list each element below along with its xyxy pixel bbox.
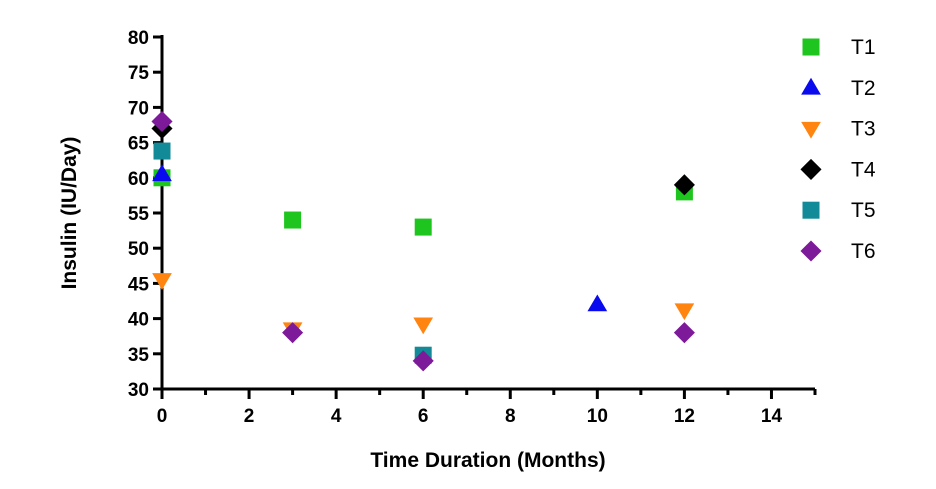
point-t3-0 <box>152 273 172 290</box>
x-tick-label: 10 <box>587 406 608 427</box>
data-points <box>151 110 695 372</box>
legend-marker-t2 <box>801 77 821 95</box>
point-t2-1 <box>587 294 608 312</box>
point-t1-1 <box>284 211 302 229</box>
point-t6-2 <box>412 350 434 372</box>
x-tick-label: 2 <box>244 406 255 427</box>
point-t6-3 <box>673 322 695 344</box>
x-axis-title: Time Duration (Months) <box>370 449 605 472</box>
point-t3-3 <box>674 303 695 321</box>
legend-label-t5: T5 <box>851 199 876 222</box>
legend-label-t4: T4 <box>851 158 876 181</box>
y-tick-label: 45 <box>128 274 150 295</box>
y-tick-label: 40 <box>128 310 149 331</box>
x-tick-label: 0 <box>157 406 168 427</box>
x-tick-label: 4 <box>331 406 342 427</box>
legend-label-t3: T3 <box>851 118 876 141</box>
y-tick-label: 60 <box>128 169 149 190</box>
x-tick-label: 8 <box>505 406 516 427</box>
x-tick-label: 12 <box>674 406 695 427</box>
y-tick-label: 30 <box>128 380 149 401</box>
point-t4-1 <box>673 174 695 196</box>
legend-marker-t5 <box>802 201 820 219</box>
point-t2-0 <box>152 164 172 182</box>
point-t1-2 <box>414 218 432 236</box>
legend-marker-t1 <box>802 38 820 56</box>
point-t6-1 <box>282 322 304 344</box>
legend-label-t1: T1 <box>851 36 876 59</box>
legend-label-t6: T6 <box>851 240 876 263</box>
y-tick-label: 65 <box>128 134 150 155</box>
axes: 30 35 40 45 50 55 60 65 70 75 80 0 2 4 6 8 10 12 14 <box>128 28 817 427</box>
x-tick-label: 14 <box>761 406 783 427</box>
legend: T1 T2 T3 T4 T5 T6 <box>800 36 876 263</box>
y-tick-label: 55 <box>128 204 150 225</box>
x-tick-label: 6 <box>418 406 429 427</box>
legend-marker-t3 <box>801 121 821 139</box>
y-tick-label: 70 <box>128 98 149 119</box>
legend-marker-t4 <box>800 158 822 180</box>
y-tick-label: 75 <box>128 63 150 84</box>
point-t5-0 <box>153 142 171 160</box>
legend-label-t2: T2 <box>851 77 876 100</box>
y-tick-label: 50 <box>128 239 149 260</box>
y-tick-label: 80 <box>128 28 149 49</box>
point-t3-2 <box>413 317 434 335</box>
legend-marker-t6 <box>800 240 822 262</box>
y-axis-title: Insulin (IU/Day) <box>58 137 81 290</box>
y-tick-label: 35 <box>128 345 150 366</box>
point-t6-0 <box>151 110 173 133</box>
